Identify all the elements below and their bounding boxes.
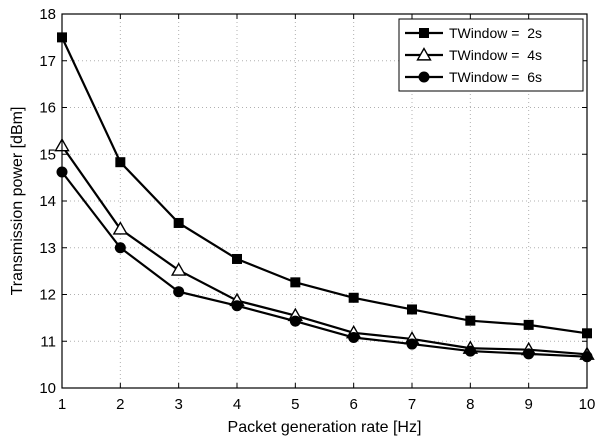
legend-marker [416,47,432,61]
legend-item: TWindow = 2s [405,25,542,41]
data-point [173,286,185,298]
series-layer [54,32,595,363]
x-tick-label: 9 [524,396,532,413]
data-point [348,332,360,344]
y-axis-label: Transmission power [dBm] [9,107,26,296]
x-tick-label: 1 [58,396,66,413]
x-tick-label: 2 [116,396,124,413]
x-axis-ticks: 1 2 3 4 5 6 7 8 9 10 [58,14,596,413]
data-point [231,300,243,312]
x-tick-label: 7 [408,396,416,413]
x-tick-label: 4 [233,396,241,413]
legend-marker [419,28,429,38]
x-axis-label: Packet generation rate [Hz] [228,419,422,436]
series-line [61,36,588,335]
data-point [232,253,242,264]
series-triangle [54,137,595,360]
legend-label: TWindow = 6s [449,69,542,85]
y-tick-label: 11 [40,333,56,350]
x-tick-label: 5 [291,396,299,413]
series-line [61,145,588,356]
y-tick-label: 10 [39,380,56,397]
x-tick-label: 6 [349,396,357,413]
y-axis-ticks: 10 11 12 13 14 15 16 17 18 [39,6,587,397]
series-line [61,171,588,358]
y-tick-label: 16 [39,100,56,117]
data-point [290,277,301,288]
data-point [406,338,418,350]
legend-label: TWindow = 2s [449,25,542,41]
data-point [114,242,126,254]
legend-item: TWindow = 4s [405,47,542,63]
x-tick-label: 3 [174,396,182,413]
data-point [464,345,476,357]
y-tick-label: 17 [39,53,56,70]
y-tick-label: 18 [39,6,56,23]
legend-marker [418,71,430,83]
legend: TWindow = 2s TWindow = 4s TWindow = 6s [398,18,584,92]
data-point [523,348,535,360]
data-point [112,221,129,235]
data-point [348,292,359,303]
y-tick-label: 13 [39,240,56,257]
x-tick-label: 8 [466,396,474,413]
data-point [465,315,476,326]
data-point [115,157,126,168]
legend-item: TWindow = 6s [405,69,542,85]
y-tick-label: 15 [39,146,56,163]
data-point [173,217,184,228]
data-point [407,304,417,315]
x-tick-label: 10 [579,396,596,413]
data-point [170,262,187,276]
series-circle [56,166,593,363]
data-point [289,315,301,327]
y-tick-label: 14 [39,193,56,210]
legend-label: TWindow = 4s [449,47,542,63]
data-point [523,319,534,330]
y-tick-label: 12 [39,287,56,304]
